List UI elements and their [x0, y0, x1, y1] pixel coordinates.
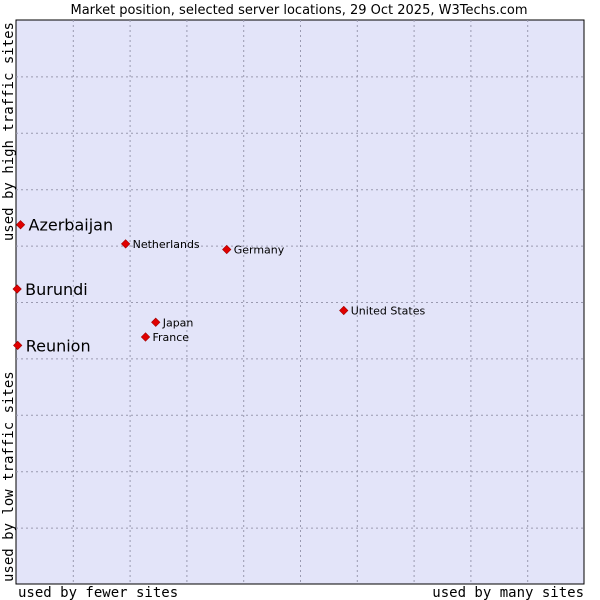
point-marker-united-states: [339, 305, 349, 316]
point-marker-burundi: [12, 284, 22, 294]
point-label-azerbaijan: Azerbaijan: [29, 216, 114, 235]
x-axis-label-right: used by many sites: [432, 585, 584, 600]
point-label-netherlands: Netherlands: [133, 238, 200, 251]
point-label-burundi: Burundi: [25, 280, 88, 299]
x-axis-label-left: used by fewer sites: [18, 585, 178, 600]
grid-lines: [16, 20, 584, 584]
point-marker-japan: [151, 317, 161, 327]
point-label-germany: Germany: [234, 244, 285, 257]
chart-title: Market position, selected server locatio…: [70, 3, 527, 18]
point-marker-germany: [222, 244, 232, 255]
y-axis-label-top: used by high traffic sites: [1, 22, 17, 241]
data-points: Azerbaijan Burundi Reunion Netherlands Germa…: [12, 216, 426, 355]
point-marker-reunion: [13, 340, 23, 351]
point-label-reunion: Reunion: [26, 336, 91, 355]
y-axis-label-bottom: used by low traffic sites: [1, 371, 17, 582]
point-marker-azerbaijan: [15, 220, 26, 230]
point-label-united-states: United States: [351, 304, 426, 317]
point-label-japan: Japan: [162, 316, 194, 329]
point-marker-netherlands: [120, 239, 131, 249]
point-label-france: France: [153, 331, 190, 344]
point-marker-france: [140, 332, 151, 342]
